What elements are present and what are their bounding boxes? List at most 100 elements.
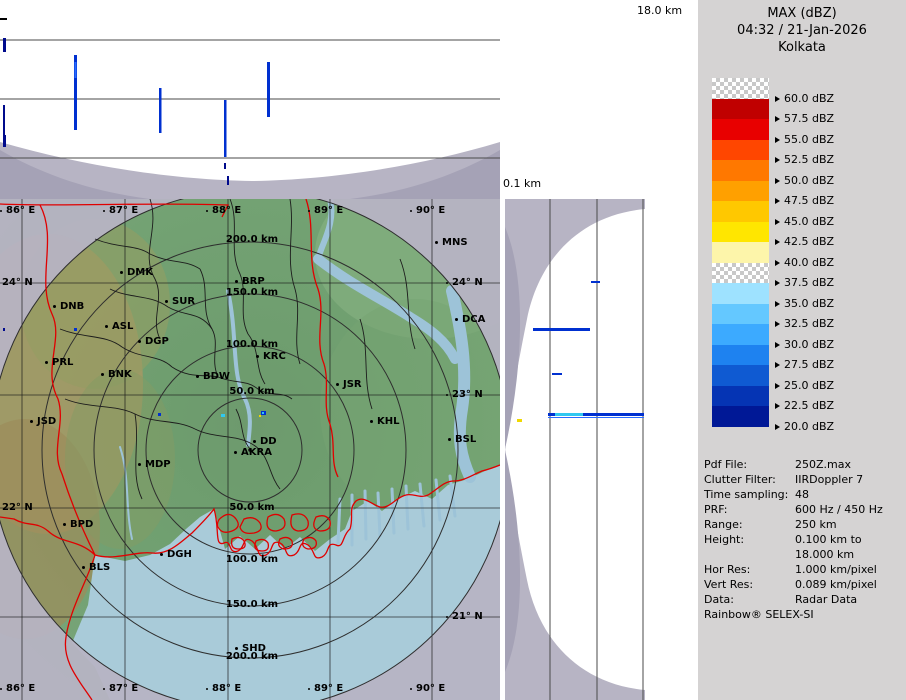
city-marker: MNS bbox=[435, 237, 468, 248]
metadata-row: Time sampling:48 bbox=[704, 487, 906, 502]
longitude-label: 87° E bbox=[103, 205, 138, 216]
latitude-label-left: 22° N bbox=[2, 502, 33, 513]
legend-scale-row: 57.5 dBZ bbox=[712, 99, 902, 120]
range-ring-label: 100.0 km bbox=[217, 339, 287, 350]
city-label: SUR bbox=[172, 296, 195, 307]
city-dot-icon bbox=[235, 647, 238, 650]
scale-swatch bbox=[712, 181, 769, 202]
range-ring-label: 200.0 km bbox=[217, 234, 287, 245]
city-marker: BNK bbox=[101, 369, 132, 380]
city-dot-icon bbox=[256, 355, 259, 358]
scale-swatch bbox=[712, 406, 769, 427]
legend-scale-row: 45.0 dBZ bbox=[712, 201, 902, 222]
scale-tick-arrow-icon bbox=[775, 424, 780, 430]
legend-scale-row: 52.5 dBZ bbox=[712, 140, 902, 161]
city-label: BPD bbox=[70, 519, 93, 530]
range-ring-label: 200.0 km bbox=[217, 651, 287, 662]
city-label: DD bbox=[260, 436, 277, 447]
city-dot-icon bbox=[45, 361, 48, 364]
metadata-label: Data: bbox=[704, 592, 795, 607]
longitude-label-text: 86° E bbox=[6, 683, 35, 694]
side-projection-graphic bbox=[505, 199, 645, 700]
city-dot-icon bbox=[63, 523, 66, 526]
legend-scale-row: 32.5 dBZ bbox=[712, 304, 902, 325]
scale-swatch bbox=[712, 263, 769, 284]
city-dot-icon bbox=[253, 440, 256, 443]
city-dot-icon bbox=[105, 325, 108, 328]
scale-swatch bbox=[712, 324, 769, 345]
dbz-color-scale: 60.0 dBZ57.5 dBZ55.0 dBZ52.5 dBZ50.0 dBZ… bbox=[712, 78, 902, 427]
metadata-value: 1.000 km/pixel bbox=[795, 562, 877, 577]
longitude-label-text: 89° E bbox=[314, 205, 343, 216]
scale-swatch bbox=[712, 345, 769, 366]
product-title: MAX (dBZ) bbox=[698, 5, 906, 22]
city-marker: BRP bbox=[235, 276, 265, 287]
city-label: MNS bbox=[442, 237, 468, 248]
city-dot-icon bbox=[336, 383, 339, 386]
longitude-label-text: 86° E bbox=[6, 205, 35, 216]
city-label: AKRA bbox=[241, 447, 272, 458]
city-dot-icon bbox=[235, 280, 238, 283]
city-marker: KHL bbox=[370, 416, 400, 427]
tick-dot-icon bbox=[0, 688, 2, 690]
city-dot-icon bbox=[234, 451, 237, 454]
metadata-value: Radar Data bbox=[795, 592, 857, 607]
tick-dot-icon bbox=[308, 688, 310, 690]
map-text-overlay: DMKMNSBRPSURDNBASLDGPKRCDCAPRLBNKBDWJSRJ… bbox=[0, 199, 500, 700]
longitude-label: 89° E bbox=[308, 683, 343, 694]
city-dot-icon bbox=[370, 420, 373, 423]
range-ring-label: 100.0 km bbox=[217, 554, 287, 565]
product-metadata: Pdf File:250Z.maxClutter Filter:IIRDoppl… bbox=[704, 457, 906, 607]
legend-scale-row: 47.5 dBZ bbox=[712, 181, 902, 202]
range-ring-label: 50.0 km bbox=[217, 386, 287, 397]
scale-label-text: 20.0 dBZ bbox=[784, 421, 834, 433]
top-height-projection-panel bbox=[0, 0, 505, 199]
metadata-row: Data:Radar Data bbox=[704, 592, 906, 607]
min-height-axis-label: 0.1 km bbox=[503, 177, 541, 190]
longitude-label: 90° E bbox=[410, 683, 445, 694]
metadata-row: Pdf File:250Z.max bbox=[704, 457, 906, 472]
tick-dot-icon bbox=[410, 210, 412, 212]
scale-label: 20.0 dBZ bbox=[775, 421, 834, 433]
city-marker: PRL bbox=[45, 357, 73, 368]
range-ring-label: 50.0 km bbox=[217, 502, 287, 513]
scale-swatch bbox=[712, 140, 769, 161]
city-marker: BLS bbox=[82, 562, 110, 573]
scale-swatch bbox=[712, 99, 769, 120]
city-marker: BSL bbox=[448, 434, 476, 445]
legend-scale-row: 37.5 dBZ bbox=[712, 263, 902, 284]
scale-swatch bbox=[712, 201, 769, 222]
city-dot-icon bbox=[138, 463, 141, 466]
scale-swatch bbox=[712, 283, 769, 304]
city-label: KRC bbox=[263, 351, 286, 362]
metadata-label: Height: bbox=[704, 532, 795, 547]
city-label: BDW bbox=[203, 371, 230, 382]
metadata-label: Clutter Filter: bbox=[704, 472, 795, 487]
longitude-label: 86° E bbox=[0, 683, 35, 694]
city-dot-icon bbox=[196, 375, 199, 378]
city-dot-icon bbox=[120, 271, 123, 274]
metadata-row: Hor Res:1.000 km/pixel bbox=[704, 562, 906, 577]
city-marker: BPD bbox=[63, 519, 93, 530]
radar-map-panel: DMKMNSBRPSURDNBASLDGPKRCDCAPRLBNKBDWJSRJ… bbox=[0, 199, 500, 700]
metadata-row: PRF:600 Hz / 450 Hz bbox=[704, 502, 906, 517]
legend-scale-row: 42.5 dBZ bbox=[712, 222, 902, 243]
longitude-label-text: 88° E bbox=[212, 205, 241, 216]
city-label: BSL bbox=[455, 434, 476, 445]
metadata-label: Range: bbox=[704, 517, 795, 532]
latitude-label-text: 24° N bbox=[452, 277, 483, 288]
latitude-label-right: 23° N bbox=[446, 389, 483, 400]
longitude-label: 88° E bbox=[206, 205, 241, 216]
tick-dot-icon bbox=[103, 210, 105, 212]
software-brand: Rainbow® SELEX-SI bbox=[704, 607, 906, 622]
tick-dot-icon bbox=[410, 688, 412, 690]
latitude-label-text: 23° N bbox=[452, 389, 483, 400]
metadata-label: Pdf File: bbox=[704, 457, 795, 472]
city-marker: DD bbox=[253, 436, 277, 447]
metadata-value: 250Z.max bbox=[795, 457, 851, 472]
city-dot-icon bbox=[53, 305, 56, 308]
metadata-row: 18.000 km bbox=[704, 547, 906, 562]
city-marker: JSD bbox=[30, 416, 56, 427]
scale-swatch bbox=[712, 78, 769, 99]
city-dot-icon bbox=[165, 300, 168, 303]
